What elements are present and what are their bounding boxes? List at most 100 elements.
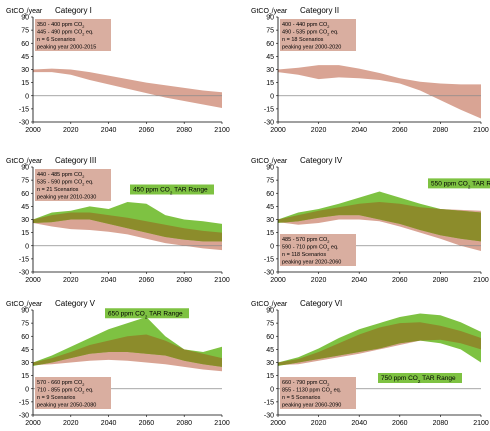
chart-panel-1: -30 -15 0 15 30 45 60 75 90 2000 2020 2040 2060 2080 2… [6, 6, 230, 134]
tar-range-label: 450 ppm CO2 TAR Range [130, 184, 214, 196]
y-unit-label: GtCO2/year [6, 8, 43, 18]
info-line: 855 - 1130 ppm CO2 eq. [282, 388, 342, 395]
y-tick-label: -15 [264, 106, 274, 113]
y-tick-label: -15 [19, 106, 29, 113]
y-tick-label: 90 [21, 165, 29, 172]
x-tick-label: 2040 [101, 420, 117, 427]
y-unit-label: GtCO2/year [251, 8, 288, 18]
y-tick-label: 75 [21, 178, 29, 185]
x-tick-label: 2000 [25, 420, 41, 427]
y-tick-label: -30 [19, 120, 29, 127]
y-tick-label: 0 [25, 386, 29, 393]
x-tick-label: 2000 [270, 127, 286, 134]
info-line: n = 118 Scenarios [282, 252, 326, 258]
category-title: Category IV [300, 156, 343, 165]
y-unit-label: GtCO2/year [251, 301, 288, 311]
y-tick-label: 30 [21, 67, 29, 74]
overlap-band [278, 202, 481, 242]
x-tick-label: 2100 [473, 277, 489, 284]
overlap-band [33, 334, 222, 367]
y-tick-label: 45 [21, 204, 29, 211]
y-tick-label: 15 [266, 230, 274, 237]
tar-range-text: 550 ppm CO2 TAR Range [431, 180, 490, 189]
y-tick-label: -30 [264, 120, 274, 127]
x-tick-label: 2060 [392, 420, 408, 427]
x-tick-label: 2040 [351, 277, 367, 284]
x-tick-label: 2020 [63, 277, 79, 284]
chart-panel-5: -30 -15 0 15 30 45 60 75 90 2000 2020 2040 2060 2080 2… [6, 299, 230, 427]
y-tick-label: 30 [266, 217, 274, 224]
post-sres-range-band [278, 65, 481, 119]
info-line: n = 6 Scenarios [37, 37, 76, 43]
info-line: n = 21 Scenarios [37, 187, 79, 193]
chart-panel-4: -30 -15 0 15 30 45 60 75 90 2000 2020 2040 2060 2080 2… [251, 156, 490, 284]
category-title: Category VI [300, 299, 342, 308]
info-line: peaking year 2000-2020 [282, 45, 341, 51]
x-tick-label: 2040 [101, 277, 117, 284]
y-tick-label: 45 [21, 347, 29, 354]
y-tick-label: -30 [19, 270, 29, 277]
y-tick-label: 0 [270, 243, 274, 250]
x-tick-label: 2000 [25, 127, 41, 134]
y-tick-label: -30 [264, 413, 274, 420]
y-tick-label: 60 [21, 41, 29, 48]
info-line: 485 - 570 ppm CO2 [282, 237, 329, 244]
y-tick-label: 45 [21, 54, 29, 61]
y-tick-label: 30 [266, 360, 274, 367]
y-tick-label: 75 [266, 178, 274, 185]
category-title: Category II [300, 6, 339, 15]
y-tick-label: 60 [266, 334, 274, 341]
overlap-band [33, 212, 222, 242]
info-line: 710 - 855 ppm CO2 eq. [37, 388, 94, 395]
y-tick-label: 90 [21, 308, 29, 315]
x-tick-label: 2020 [311, 277, 327, 284]
y-tick-label: 60 [21, 191, 29, 198]
x-tick-label: 2080 [176, 127, 192, 134]
y-tick-label: -15 [264, 399, 274, 406]
info-line: 445 - 490 ppm CO2 eq. [37, 30, 94, 37]
tar-range-label: 650 ppm CO2 TAR Range [105, 308, 189, 319]
x-tick-label: 2100 [214, 420, 230, 427]
x-tick-label: 2060 [392, 277, 408, 284]
x-tick-label: 2100 [473, 127, 489, 134]
y-tick-label: 60 [21, 334, 29, 341]
y-tick-label: 75 [21, 321, 29, 328]
info-line: 400 - 440 ppm CO2 [282, 22, 329, 29]
info-line: 535 - 590 ppm CO2 eq. [37, 180, 94, 187]
info-line: 350 - 400 ppm CO2 [37, 22, 84, 29]
y-tick-label: 90 [21, 15, 29, 22]
tar-range-text: 450 ppm CO2 TAR Range [133, 187, 208, 196]
info-line: n = 5 Scenarios [282, 395, 321, 401]
y-tick-label: -30 [264, 270, 274, 277]
x-tick-label: 2000 [270, 277, 286, 284]
info-line: peaking year 2060-2090 [282, 403, 341, 409]
y-unit-label: GtCO2/year [6, 301, 43, 311]
info-line: peaking year 2020-2060 [282, 260, 341, 266]
y-tick-label: 30 [21, 360, 29, 367]
overlap-band [278, 322, 481, 366]
x-tick-label: 2080 [176, 420, 192, 427]
y-tick-label: 15 [21, 373, 29, 380]
y-tick-label: 15 [266, 373, 274, 380]
x-tick-label: 2080 [433, 127, 449, 134]
y-tick-label: 75 [266, 28, 274, 35]
chart-panel-6: -30 -15 0 15 30 45 60 75 90 2000 2020 2040 2060 2080 2… [251, 299, 489, 427]
y-tick-label: 60 [266, 41, 274, 48]
x-tick-label: 2060 [139, 277, 155, 284]
post-sres-range-band [33, 212, 222, 251]
info-line: peaking year 2000-2015 [37, 45, 96, 51]
info-line: peaking year 2010-2030 [37, 195, 96, 201]
y-tick-label: 15 [266, 80, 274, 87]
x-tick-label: 2020 [63, 127, 79, 134]
y-tick-label: 30 [21, 217, 29, 224]
category-title: Category III [55, 156, 96, 165]
info-line: 570 - 660 ppm CO2 [37, 380, 84, 387]
tar-range-label: 550 ppm CO2 TAR Range [428, 178, 490, 189]
post-sres-range-band [33, 334, 222, 372]
category-title: Category V [55, 299, 96, 308]
